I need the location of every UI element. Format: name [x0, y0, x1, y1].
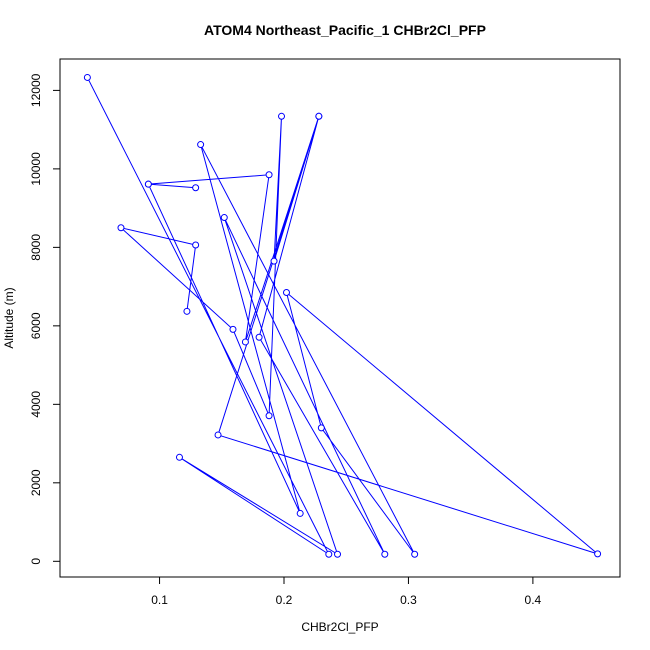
data-point — [241, 338, 249, 346]
data-point — [278, 112, 286, 120]
data-point — [265, 412, 273, 420]
data-point — [183, 307, 191, 315]
y-tick-label: 12000 — [29, 73, 43, 107]
data-point — [594, 550, 602, 558]
chart-title: ATOM4 Northeast_Pacific_1 CHBr2Cl_PFP — [204, 22, 486, 38]
x-axis-label: CHBr2Cl_PFP — [301, 620, 378, 634]
series-polyline — [86, 77, 598, 556]
data-point — [144, 180, 152, 188]
data-point — [192, 184, 200, 192]
data-point — [282, 288, 290, 296]
x-tick-label: 0.3 — [400, 593, 417, 607]
data-point — [117, 224, 125, 232]
data-point — [325, 550, 333, 558]
y-tick-label: 0 — [29, 558, 43, 565]
data-point — [255, 333, 263, 341]
data-point — [229, 325, 237, 333]
data-point — [411, 550, 419, 558]
y-axis-label: Altitude (m) — [2, 287, 16, 348]
data-point — [214, 431, 222, 439]
data-point — [220, 214, 228, 222]
plot-frame — [59, 58, 621, 578]
y-tick-label: 4000 — [29, 391, 43, 418]
x-tick-label: 0.4 — [525, 593, 542, 607]
data-point — [317, 424, 325, 432]
y-tick-label: 8000 — [29, 234, 43, 261]
data-point — [334, 550, 342, 558]
y-axis: 0 2000 4000 6000 8000 10000 12000 — [29, 73, 61, 565]
data-point — [296, 509, 304, 517]
plot-area — [59, 58, 621, 578]
y-tick-label: 10000 — [29, 152, 43, 186]
data-point — [175, 453, 183, 461]
data-point — [315, 112, 323, 120]
x-tick-label: 0.2 — [276, 593, 293, 607]
data-point — [265, 171, 273, 179]
data-point — [270, 257, 278, 265]
data-point — [381, 550, 389, 558]
x-axis: 0.1 0.2 0.3 0.4 — [151, 576, 542, 607]
data-point — [197, 141, 205, 149]
series-points — [83, 73, 602, 558]
y-tick-label: 2000 — [29, 469, 43, 496]
x-tick-label: 0.1 — [151, 593, 168, 607]
y-tick-label: 6000 — [29, 312, 43, 339]
data-point — [192, 241, 200, 249]
data-point — [83, 73, 91, 81]
series-line — [86, 77, 598, 556]
